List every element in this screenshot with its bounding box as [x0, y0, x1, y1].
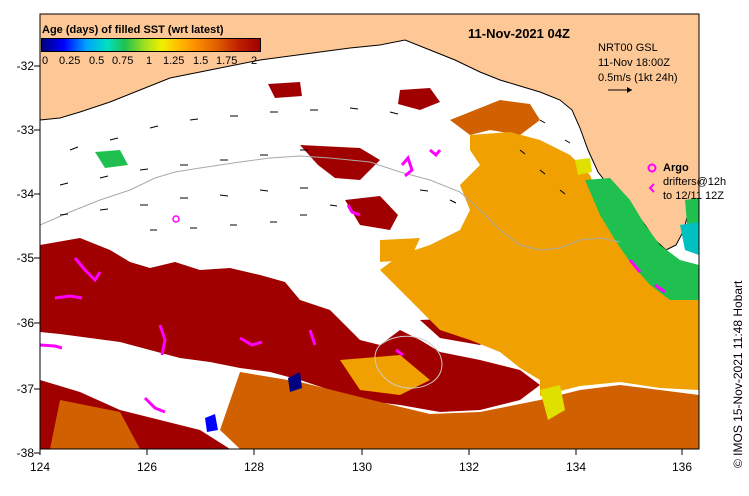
- sst-age-125-patches: [540, 158, 592, 420]
- colorbar-tick: 1.75: [216, 55, 238, 67]
- colorbar-tick: 1.5: [193, 55, 209, 67]
- lon-tick-label: 134: [565, 460, 587, 474]
- drifters-label-2: to 12/11 12Z: [663, 190, 724, 202]
- lat-tick-label: -38: [16, 446, 34, 460]
- argo-label: Argo: [663, 162, 689, 174]
- colorbar-tick: 2: [251, 55, 258, 67]
- product-label: NRT00 GSL: [598, 42, 658, 54]
- scale-arrow-head: [627, 87, 632, 93]
- argo-float-marker: [172, 215, 180, 223]
- argo-legend-icon: [647, 163, 657, 173]
- lat-tick-label: -34: [16, 187, 34, 201]
- drifters-label-1: drifters@12h: [663, 176, 727, 188]
- lon-tick-label: 130: [351, 460, 373, 474]
- sst-age-15-patches: [340, 132, 699, 396]
- legend-box: NRT00 GSL 11-Nov 18:00Z 0.5m/s (1kt 24h): [598, 41, 677, 86]
- colorbar-tick: 0.75: [112, 55, 134, 67]
- shelf-contour: [40, 155, 621, 251]
- axis-ticks: [34, 65, 683, 455]
- lat-tick-label: -33: [16, 123, 34, 137]
- map-title: 11-Nov-2021 04Z: [468, 26, 570, 41]
- sst-age-05-patches: [205, 222, 699, 432]
- colorbar-tick: 1.25: [163, 55, 185, 67]
- colorbar-title: Age (days) of filled SST (wrt latest): [42, 24, 224, 36]
- map-border: [39, 13, 700, 450]
- lon-tick-label: 136: [671, 460, 693, 474]
- lon-tick-label: 132: [458, 460, 480, 474]
- colorbar-tick: 0.25: [59, 55, 81, 67]
- lon-tick-label: 126: [136, 460, 158, 474]
- colorbar-tick: 0.5: [89, 55, 105, 67]
- current-vectors: [59, 107, 571, 231]
- lon-tick-label: 128: [243, 460, 265, 474]
- lat-tick-label: -36: [16, 316, 34, 330]
- lat-tick-label: -32: [16, 59, 34, 73]
- deep-contour: [374, 335, 443, 389]
- drifter-legend-icon: [648, 183, 655, 193]
- argo-drifter-tracks: [40, 148, 666, 414]
- scale-label: 0.5m/s (1kt 24h): [598, 72, 678, 84]
- lat-tick-label: -35: [16, 251, 34, 265]
- colorbar-tick: 1: [146, 55, 153, 67]
- lon-tick-label: 124: [29, 460, 51, 474]
- colorbar-tick: 0: [42, 55, 49, 67]
- lat-tick-label: -37: [16, 382, 34, 396]
- credit-label: © IMOS 15-Nov-2021 11:48 Hobart: [731, 280, 745, 468]
- colorbar: [41, 38, 261, 52]
- product-time: 11-Nov 18:00Z: [598, 57, 670, 69]
